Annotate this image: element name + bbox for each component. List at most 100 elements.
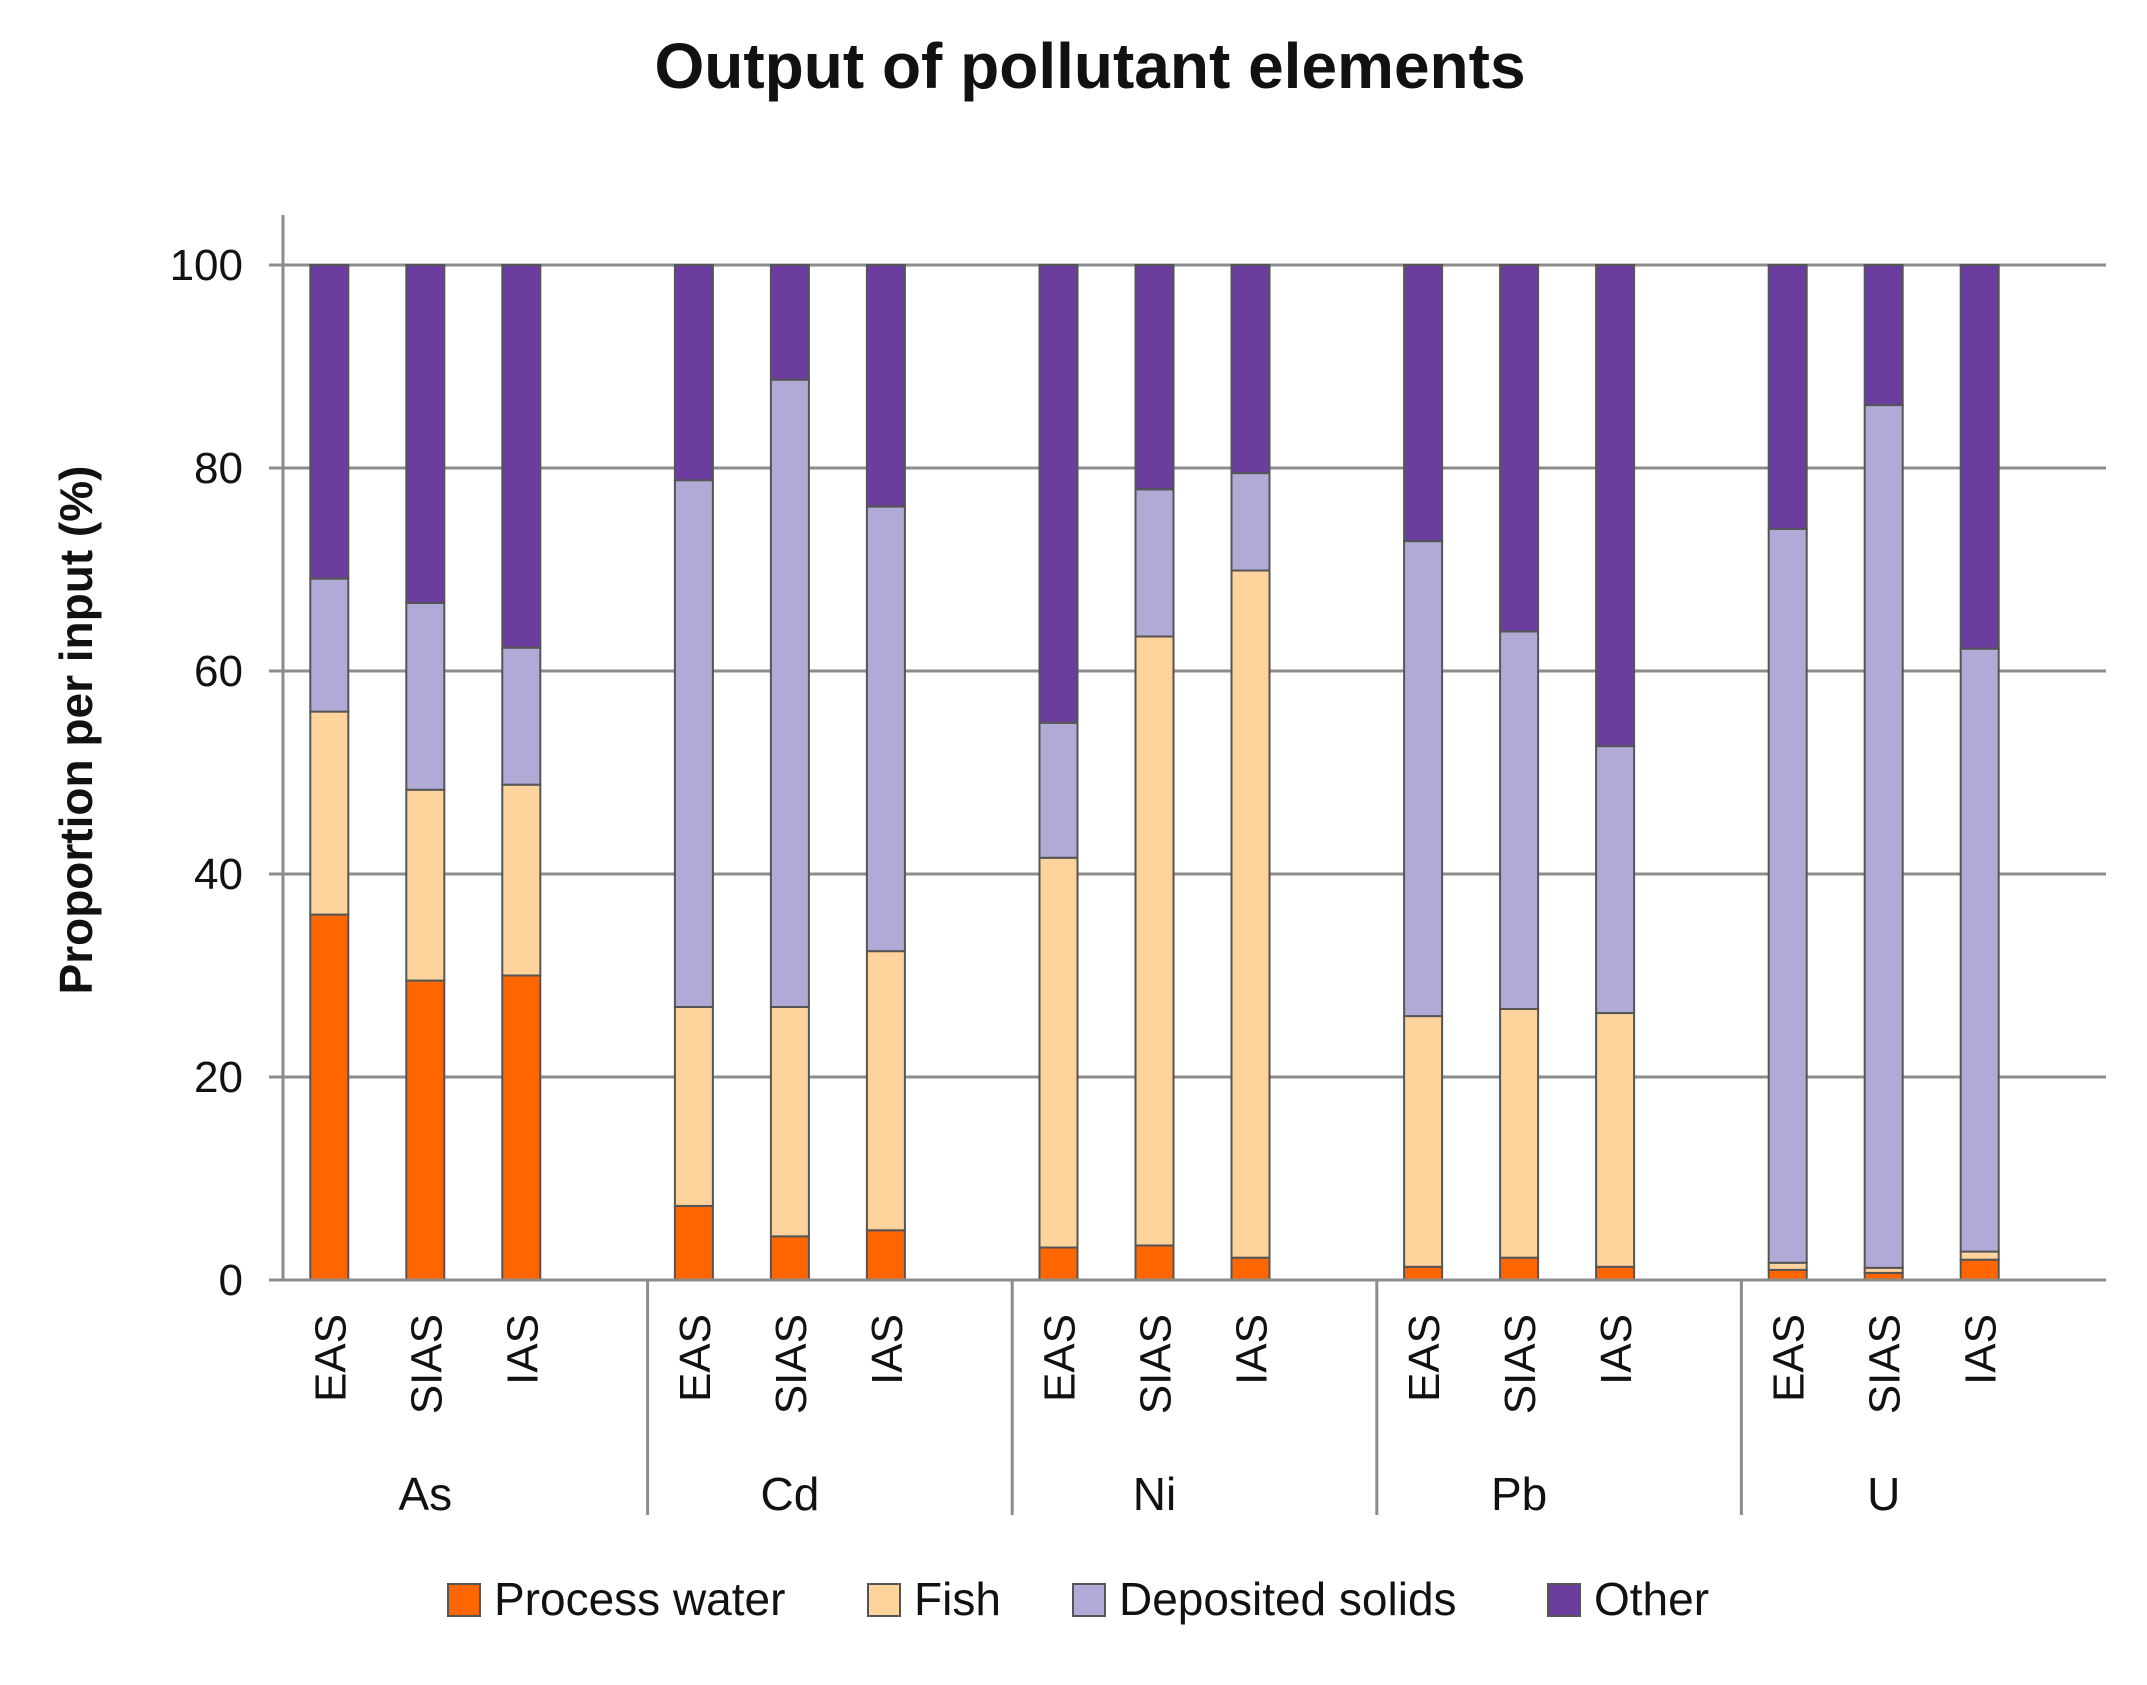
bar-Ni-IAS-fish	[1230, 569, 1271, 1259]
legend-label-other: Other	[1594, 1573, 1709, 1625]
bar-Ni-EAS-fish	[1038, 856, 1079, 1249]
legend-label-fish: Fish	[914, 1573, 1001, 1625]
x-sub-label-Cd-EAS: EAS	[671, 1314, 720, 1402]
x-sub-label-U-IAS: IAS	[1957, 1314, 2006, 1385]
bar-Cd-EAS-fish	[673, 1005, 714, 1207]
bar-Pb-EAS-process-water	[1403, 1265, 1444, 1282]
x-group-label-Cd: Cd	[760, 1468, 819, 1520]
bar-Cd-IAS-fish	[865, 950, 906, 1232]
x-group-label-U: U	[1867, 1468, 1900, 1520]
grid-layer	[283, 263, 2106, 1079]
bar-As-SIAS-other	[405, 264, 446, 604]
x-sub-label-Cd-IAS: IAS	[863, 1314, 912, 1385]
x-sub-label-U-SIAS: SIAS	[1861, 1314, 1910, 1414]
bar-As-IAS-deposited-solids	[501, 646, 542, 786]
y-axis-title: Proportion per input (%)	[50, 466, 102, 995]
x-sub-label-As-SIAS: SIAS	[402, 1314, 451, 1414]
x-group-label-As: As	[398, 1468, 452, 1520]
y-tick-label-100: 100	[170, 241, 243, 290]
bar-U-IAS-process-water	[1959, 1258, 2000, 1281]
x-sub-label-Ni-EAS: EAS	[1036, 1314, 1085, 1402]
bar-Cd-IAS-deposited-solids	[865, 505, 906, 953]
x-group-label-Ni: Ni	[1133, 1468, 1176, 1520]
x-sub-label-As-IAS: IAS	[498, 1314, 547, 1385]
bar-Pb-EAS-fish	[1403, 1015, 1444, 1268]
legend-label-deposited-solids: Deposited solids	[1119, 1573, 1457, 1625]
chart-title: Output of pollutant elements	[654, 30, 1525, 102]
x-group-label-Pb: Pb	[1491, 1468, 1547, 1520]
bar-Ni-SIAS-process-water	[1134, 1244, 1175, 1281]
bar-As-EAS-deposited-solids	[309, 577, 350, 713]
bar-Cd-SIAS-deposited-solids	[769, 378, 810, 1008]
bar-As-SIAS-process-water	[405, 979, 446, 1281]
bar-U-EAS-process-water	[1767, 1268, 1808, 1281]
bar-Pb-IAS-fish	[1595, 1012, 1636, 1268]
bar-U-EAS-deposited-solids	[1767, 527, 1808, 1264]
bar-Cd-SIAS-fish	[769, 1005, 810, 1238]
bar-Cd-IAS-process-water	[865, 1229, 906, 1282]
x-sub-label-U-EAS: EAS	[1765, 1314, 1814, 1402]
bar-Cd-EAS-process-water	[673, 1204, 714, 1282]
bar-Pb-IAS-other	[1595, 264, 1636, 748]
bar-Ni-IAS-process-water	[1230, 1256, 1271, 1282]
bar-Ni-SIAS-deposited-solids	[1134, 488, 1175, 638]
y-tick-label-40: 40	[194, 850, 243, 899]
y-tick-label-60: 60	[194, 647, 243, 696]
bar-Pb-SIAS-process-water	[1499, 1256, 1540, 1282]
y-tick-label-80: 80	[194, 444, 243, 493]
bar-Cd-SIAS-other	[769, 264, 810, 381]
x-sub-label-Ni-SIAS: SIAS	[1132, 1314, 1181, 1414]
bar-U-IAS-fish	[1959, 1250, 2000, 1261]
y-tick-label-0: 0	[219, 1256, 243, 1305]
bar-U-EAS-fish	[1767, 1261, 1808, 1271]
bar-U-IAS-other	[1959, 264, 2000, 650]
bar-As-EAS-process-water	[309, 913, 350, 1281]
legend-label-process-water: Process water	[494, 1573, 785, 1625]
bar-Pb-IAS-deposited-solids	[1595, 745, 1636, 1015]
x-sub-label-Pb-IAS: IAS	[1592, 1314, 1641, 1385]
bar-U-IAS-deposited-solids	[1959, 647, 2000, 1253]
bar-U-SIAS-deposited-solids	[1863, 404, 1904, 1269]
bar-As-EAS-fish	[309, 710, 350, 916]
bar-U-EAS-other	[1767, 264, 1808, 530]
bar-Ni-SIAS-fish	[1134, 635, 1175, 1247]
bar-Cd-SIAS-process-water	[769, 1235, 810, 1281]
x-sub-label-Ni-IAS: IAS	[1228, 1314, 1277, 1385]
bar-Ni-EAS-other	[1038, 264, 1079, 724]
legend-swatch-fish	[867, 1583, 901, 1617]
bar-Ni-SIAS-other	[1134, 264, 1175, 491]
x-sub-label-Pb-SIAS: SIAS	[1496, 1314, 1545, 1414]
bar-Pb-SIAS-fish	[1499, 1007, 1540, 1259]
x-sub-label-Pb-EAS: EAS	[1400, 1314, 1449, 1402]
bar-Cd-IAS-other	[865, 264, 906, 508]
bar-As-EAS-other	[309, 264, 350, 580]
bar-Pb-SIAS-deposited-solids	[1499, 630, 1540, 1010]
bar-As-SIAS-fish	[405, 788, 446, 982]
bar-Ni-EAS-deposited-solids	[1038, 721, 1079, 859]
legend: Process water Fish Deposited solids Other	[447, 1573, 1709, 1625]
legend-swatch-deposited-solids	[1072, 1583, 1106, 1617]
bar-U-SIAS-other	[1863, 264, 1904, 407]
bar-Pb-EAS-deposited-solids	[1403, 540, 1444, 1018]
y-tick-label-20: 20	[194, 1053, 243, 1102]
bar-Ni-EAS-process-water	[1038, 1246, 1079, 1282]
bar-Pb-EAS-other	[1403, 264, 1444, 543]
legend-swatch-process-water	[447, 1583, 481, 1617]
x-sub-label-Cd-SIAS: SIAS	[767, 1314, 816, 1414]
bar-Pb-IAS-process-water	[1595, 1265, 1636, 1282]
bar-Cd-EAS-other	[673, 264, 714, 482]
axis-layer: 0 20 40 60 80 100 EAS SIAS IAS As EAS SIAS IAS Cd EAS S…	[170, 215, 2106, 1520]
bar-Cd-EAS-deposited-solids	[673, 479, 714, 1008]
legend-swatch-other	[1547, 1583, 1581, 1617]
bar-As-IAS-fish	[501, 783, 542, 977]
bar-Pb-SIAS-other	[1499, 264, 1540, 633]
bar-As-IAS-other	[501, 264, 542, 649]
bar-As-SIAS-deposited-solids	[405, 601, 446, 791]
bar-As-IAS-process-water	[501, 974, 542, 1281]
bar-Ni-IAS-other	[1230, 264, 1271, 475]
bars-layer	[309, 264, 2000, 1282]
x-sub-label-As-EAS: EAS	[306, 1314, 355, 1402]
bar-Ni-IAS-deposited-solids	[1230, 472, 1271, 572]
